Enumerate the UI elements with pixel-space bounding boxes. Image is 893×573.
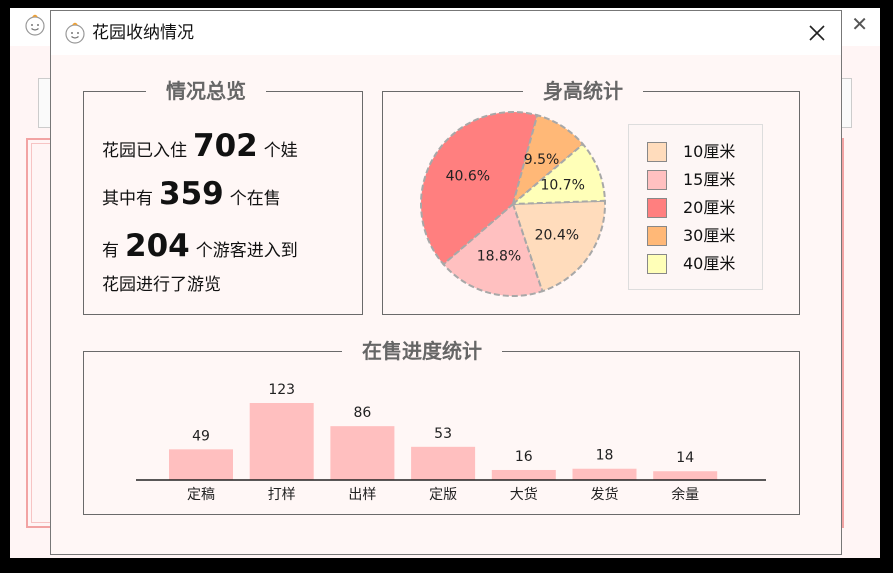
pie-slice-4 xyxy=(510,142,606,206)
overview-line-on-sale: 其中有 359 个在售 xyxy=(102,176,281,212)
bar-value-label-1: 123 xyxy=(268,382,295,398)
bar-value-label-2: 86 xyxy=(353,405,371,421)
close-icon[interactable] xyxy=(807,23,827,43)
smiley-app-icon xyxy=(25,14,45,36)
pie-label-1: 18.8% xyxy=(477,248,521,264)
bar-3 xyxy=(411,446,476,480)
visitors-count: 204 xyxy=(125,228,190,264)
on-sale-prefix: 其中有 xyxy=(102,189,153,209)
overview-line-visitors: 有 204 个游客进入到 xyxy=(102,228,298,264)
residents-count: 702 xyxy=(193,128,258,164)
bar-category-label-1: 打样 xyxy=(268,486,296,503)
overview-legend: 情况总览 xyxy=(146,78,266,104)
legend-swatch xyxy=(647,170,667,190)
height-stats-group: 身高统计 20.4% 18.8% 40.6% 9.5% 10.7% 10厘米 15厘米 20… xyxy=(382,78,800,315)
bar-category-label-5: 发货 xyxy=(591,486,619,503)
bar-category-label-3: 定版 xyxy=(429,487,457,503)
pie-label-2: 40.6% xyxy=(446,169,490,185)
overview-line-residents: 花园已入住 702 个娃 xyxy=(102,128,298,164)
overview-line-tour: 花园进行了游览 xyxy=(102,275,221,295)
bar-category-label-6: 余量 xyxy=(671,486,699,503)
bar-value-label-6: 14 xyxy=(676,450,694,466)
dialog-titlebar: 花园收纳情况 xyxy=(51,11,841,55)
bar-value-label-4: 16 xyxy=(515,449,533,465)
sale-progress-group: 在售进度统计 49 定稿 123 打样 86 出样 53 定版 16 大货 18 发货 14 余量 xyxy=(83,338,800,515)
bar-category-label-0: 定稿 xyxy=(187,487,215,503)
pie-label-4: 10.7% xyxy=(540,178,584,194)
legend-swatch xyxy=(647,142,667,162)
legend-label: 30厘米 xyxy=(683,226,736,245)
residents-suffix: 个娃 xyxy=(263,141,298,161)
visitors-suffix: 个游客进入到 xyxy=(195,241,298,261)
bar-1 xyxy=(249,403,314,480)
pie-label-3: 9.5% xyxy=(524,152,560,168)
bar-value-label-0: 49 xyxy=(192,428,210,444)
dialog-title: 花园收纳情况 xyxy=(92,23,194,43)
on-sale-count: 359 xyxy=(159,176,224,212)
pie-label-0: 20.4% xyxy=(535,227,579,243)
bar-0 xyxy=(169,449,233,480)
bar-4 xyxy=(491,469,556,480)
pie-slice-1 xyxy=(442,202,544,297)
on-sale-suffix: 个在售 xyxy=(229,189,281,209)
pie-legend: 10厘米 15厘米 20厘米 30厘米 40厘米 xyxy=(628,124,763,290)
residents-prefix: 花园已入住 xyxy=(102,141,187,161)
bar-category-label-4: 大货 xyxy=(510,486,538,503)
legend-swatch xyxy=(647,198,667,218)
pie-slice-0 xyxy=(511,199,606,293)
legend-label: 15厘米 xyxy=(683,170,736,189)
pie-slice-2 xyxy=(420,111,539,266)
bar-value-label-3: 53 xyxy=(434,426,452,442)
bar-2 xyxy=(330,426,395,480)
sale-progress-bar-chart: 49 定稿 123 打样 86 出样 53 定版 16 大货 18 发货 14 余量 xyxy=(136,382,766,503)
bar-category-label-2: 出样 xyxy=(348,487,376,503)
height-pie-chart: 20.4% 18.8% 40.6% 9.5% 10.7% xyxy=(420,111,606,297)
height-stats-legend: 身高统计 xyxy=(523,78,643,104)
bar-5 xyxy=(572,468,637,480)
legend-label: 20厘米 xyxy=(683,198,736,217)
legend-label: 10厘米 xyxy=(683,142,736,161)
legend-swatch xyxy=(647,226,667,246)
legend-swatch xyxy=(647,254,667,274)
bar-value-label-5: 18 xyxy=(596,448,614,464)
background-close-icon[interactable]: ✕ xyxy=(851,12,868,36)
smiley-app-icon xyxy=(65,22,85,44)
visitors-prefix: 有 xyxy=(102,241,119,261)
bar-6 xyxy=(653,471,718,480)
overview-group: 情况总览 花园已入住 702 个娃 其中有 359 个在售 有 204 个游客进入到 花园进… xyxy=(83,78,363,315)
legend-label: 40厘米 xyxy=(683,254,736,273)
sale-progress-legend: 在售进度统计 xyxy=(342,338,502,364)
garden-dialog: 花园收纳情况 情况总览 花园已入住 702 个娃 其中有 359 个在售 有 204 个游客… xyxy=(50,10,842,555)
